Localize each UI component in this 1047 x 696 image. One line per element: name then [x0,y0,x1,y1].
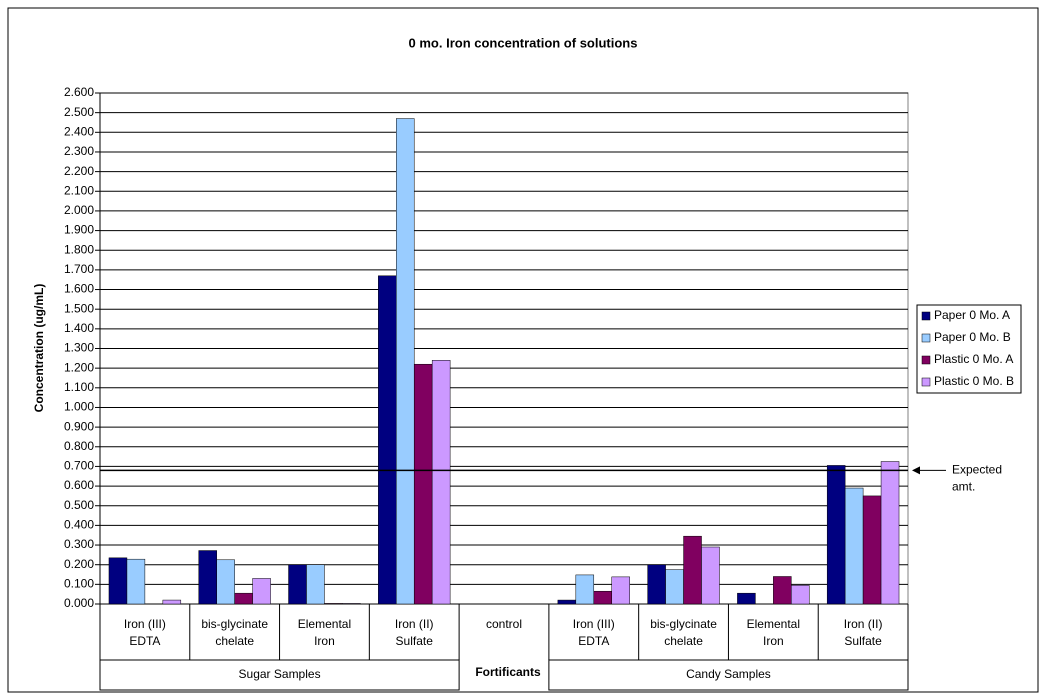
bar [252,578,271,605]
bar [611,576,630,605]
y-tick-label: 0.900 [64,419,94,433]
annotation: Expected [952,463,1002,477]
legend-label: Paper 0 Mo. A [934,308,1010,322]
bar [844,487,864,605]
bar [431,360,451,605]
x-tick-label: Elemental [747,617,800,631]
x-tick-label: chelate [215,634,254,648]
y-tick-label: 0.000 [64,596,94,610]
bar [701,546,720,605]
bar [413,363,433,605]
y-tick-label: 1.000 [64,400,94,414]
group-label: Sugar Samples [239,667,321,681]
x-tick-label: Iron (III) [124,617,166,631]
bar [593,590,612,605]
legend-swatch [921,377,931,387]
y-tick-label: 0.700 [64,459,94,473]
x-tick-label: Elemental [298,617,351,631]
x-tick-label: Iron [314,634,335,648]
x-tick-label: Sulfate [844,634,882,648]
y-tick-label: 2.600 [64,85,94,99]
y-tick-label: 2.400 [64,124,94,138]
bar [198,550,217,605]
x-tick-label: bis-glycinate [201,617,268,631]
y-tick-label: 2.200 [64,164,94,178]
bar [162,599,182,605]
y-tick-label: 1.700 [64,262,94,276]
x-tick-label: Iron (II) [844,617,883,631]
bar [826,465,846,605]
bar [126,558,146,605]
x-tick-label: Iron [763,634,784,648]
y-tick-label: 1.400 [64,321,94,335]
y-tick-label: 2.000 [64,203,94,217]
y-tick-label: 2.500 [64,105,94,119]
y-tick-label: 0.800 [64,439,94,453]
bar [862,495,882,605]
bar [306,564,325,605]
x-tick-label: EDTA [129,634,160,648]
chart-title: 0 mo. Iron concentration of solutions [409,35,638,50]
x-tick-label: Iron (III) [573,617,615,631]
y-tick-label: 0.300 [64,537,94,551]
y-tick-label: 0.200 [64,557,94,571]
x-tick-label: control [486,617,522,631]
y-tick-label: 2.100 [64,183,94,197]
bar [216,559,235,605]
y-tick-label: 2.300 [64,144,94,158]
y-tick-label: 1.500 [64,301,94,315]
x-tick-label: EDTA [578,634,609,648]
x-tick-label: bis-glycinate [650,617,717,631]
bar [288,564,307,605]
y-axis-label: Concentration (ug/mL) [32,284,46,413]
bar [324,603,343,605]
bar [665,569,684,605]
legend-swatch [921,311,931,321]
annotation: amt. [952,480,975,494]
legend-label: Plastic 0 Mo. A [934,352,1013,366]
arrow-head [912,466,920,475]
bar [557,599,577,605]
bar [234,592,253,605]
x-tick-label: chelate [664,634,703,648]
y-tick-label: 1.900 [64,223,94,237]
y-tick-label: 1.200 [64,360,94,374]
legend-swatch [921,333,931,343]
group-box [548,659,909,691]
bar [396,118,415,605]
y-tick-label: 1.800 [64,242,94,256]
bar [108,557,128,605]
bar [683,535,702,605]
legend-swatch [921,355,931,365]
group-box [99,659,460,691]
legend [916,304,1022,394]
bar [773,576,792,605]
bar [880,461,900,605]
bar [575,574,595,605]
bar [647,564,666,605]
bar [342,603,361,605]
y-tick-label: 0.100 [64,577,94,591]
y-tick-label: 0.400 [64,518,94,532]
y-tick-label: 1.100 [64,380,94,394]
x-tick-label: Iron (II) [395,617,434,631]
bar [378,275,397,605]
group-label: Candy Samples [686,667,771,681]
legend-label: Paper 0 Mo. B [934,330,1011,344]
legend-label: Plastic 0 Mo. B [934,374,1014,388]
y-tick-label: 1.600 [64,282,94,296]
y-tick-label: 1.300 [64,341,94,355]
y-tick-label: 0.600 [64,478,94,492]
y-tick-label: 0.500 [64,498,94,512]
bar [791,585,810,605]
x-axis-label: Fortificants [475,665,541,679]
x-tick-label: Sulfate [396,634,434,648]
bar [737,592,756,605]
